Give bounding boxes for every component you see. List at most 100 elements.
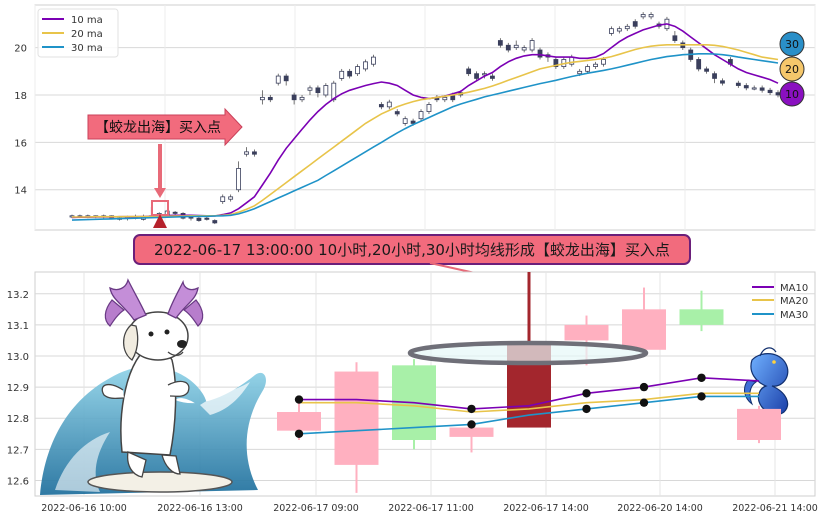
top-y-tick-label: 16: [14, 138, 27, 149]
top-candle: [505, 42, 511, 53]
top-legend: 10 ma 20 ma 30 ma: [37, 8, 119, 58]
top-candle-body: [696, 59, 702, 70]
top-candle: [402, 116, 408, 126]
top-candle: [720, 78, 725, 86]
top-candle-body: [378, 104, 384, 108]
top-candle: [355, 64, 360, 77]
top-candle: [521, 45, 527, 53]
top-candle-body: [521, 47, 527, 51]
bottom-ma-dot: [697, 392, 706, 401]
bottom-candle-body: [622, 309, 666, 350]
top-candle: [553, 57, 559, 69]
top-candle-body: [402, 118, 408, 124]
bottom-ma-dot: [697, 373, 706, 382]
top-candle-body: [720, 80, 725, 84]
bottom-line-ma20: [299, 392, 759, 413]
top-candle: [759, 85, 765, 93]
top-candle-body: [331, 82, 337, 101]
bottom-y-axis: 12.6 12.7 12.8 12.9 13.0 13.1 13.2: [7, 290, 29, 488]
top-candle-body: [299, 96, 305, 101]
top-candle: [172, 211, 178, 215]
top-candle-body: [759, 87, 765, 91]
top-candle: [735, 80, 741, 88]
bottom-x-tick-label: 2022-06-17 11:00: [388, 503, 474, 514]
top-candle-body: [624, 25, 630, 30]
top-candle: [497, 38, 503, 48]
top-candle: [291, 92, 297, 105]
top-candle-body: [204, 217, 210, 220]
top-candle: [363, 59, 368, 72]
top-line-ma30: [71, 52, 779, 221]
bottom-x-tick-label: 2022-06-16 13:00: [157, 503, 243, 514]
top-y-tick-label: 20: [14, 44, 27, 55]
top-candle: [537, 47, 543, 60]
bottom-candle: [679, 290, 724, 332]
top-candle-body: [704, 68, 710, 72]
top-ma-lines: [71, 23, 779, 221]
marker-30-label: 30: [785, 38, 799, 51]
top-legend-box: [37, 8, 119, 58]
top-candle: [212, 219, 218, 225]
top-candle: [371, 54, 376, 67]
top-candle-body: [172, 211, 178, 214]
marker-30-circle: [779, 31, 805, 57]
top-candle-body: [712, 73, 717, 79]
bottom-x-tick-label: 2022-06-20 14:00: [617, 503, 703, 514]
top-candle: [196, 216, 202, 222]
bottom-y-tick-label: 12.8: [7, 414, 29, 425]
top-candle-body: [505, 44, 511, 51]
top-candle: [426, 102, 432, 114]
bottom-y-tick-label: 12.9: [7, 383, 29, 394]
top-candle-body: [490, 75, 495, 79]
bottom-ma-dot: [582, 404, 591, 414]
top-y-tick-label: 18: [14, 91, 27, 102]
top-candle-body: [632, 21, 638, 27]
buy-point-annotation: 【蛟龙出海】买入点: [87, 107, 243, 228]
top-candle: [529, 38, 535, 53]
top-candle-body: [244, 151, 249, 155]
top-candle: [466, 66, 472, 77]
bottom-candle-body: [334, 371, 379, 465]
top-candle-body: [601, 59, 606, 65]
top-candle-body: [339, 70, 345, 79]
top-candle: [751, 85, 757, 91]
top-candle: [418, 109, 424, 122]
top-candle: [609, 26, 614, 36]
top-candle: [648, 12, 654, 20]
top-candle-body: [259, 96, 265, 101]
top-candle: [323, 83, 329, 98]
top-candle-body: [275, 75, 281, 84]
top-candle: [593, 61, 598, 69]
top-candle-body: [466, 68, 472, 75]
top-candle-body: [593, 63, 598, 67]
top-candle: [712, 71, 717, 84]
top-candle: [394, 109, 400, 117]
top-candle: [386, 99, 392, 110]
bottom-y-tick-label: 13.2: [7, 290, 29, 301]
top-candle-body: [307, 87, 313, 91]
top-candle-body: [648, 14, 654, 18]
bottom-panel: 12.6 12.7 12.8 12.9 13.0 13.1 13.2 2022-06-16 …: [7, 271, 818, 514]
top-candle-body: [212, 220, 218, 224]
top-candle-body: [418, 111, 424, 120]
top-candle-body: [291, 94, 297, 101]
top-candle: [228, 194, 234, 202]
top-candle-body: [442, 96, 448, 101]
arrow-label-shape: [87, 107, 243, 147]
top-candle: [307, 85, 313, 95]
top-candle-body: [410, 120, 416, 124]
top-candle-body: [474, 73, 479, 79]
top-candle-body: [775, 92, 781, 96]
buy-triangle-marker: [153, 214, 167, 228]
top-candle: [704, 66, 710, 74]
top-candle: [252, 149, 257, 157]
blue-dragon-illustration: [744, 347, 789, 416]
top-candle: [767, 87, 773, 95]
marker-10-circle: [779, 81, 805, 107]
bottom-x-tick-label: 2022-06-21 14:00: [732, 503, 818, 514]
top-candle-body: [363, 61, 368, 70]
bottom-ma-dot: [639, 398, 649, 407]
top-candle-body: [323, 85, 329, 96]
bottom-candle: [737, 405, 781, 444]
top-candle: [275, 73, 281, 86]
